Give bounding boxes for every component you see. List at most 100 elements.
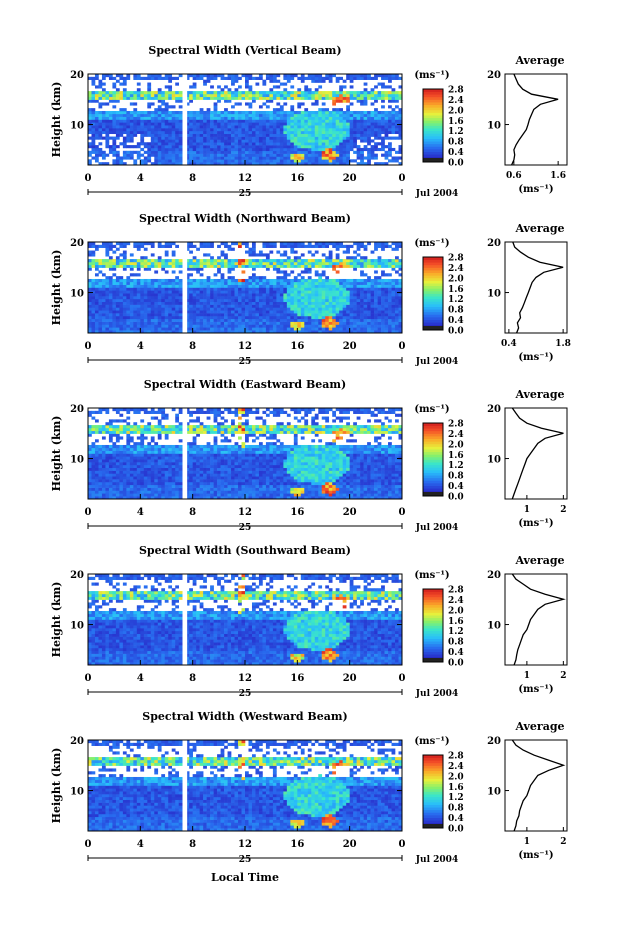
heatmap-cell xyxy=(130,131,134,134)
heatmap-cell xyxy=(311,97,315,100)
heatmap-cell xyxy=(371,114,375,117)
heatmap-cell xyxy=(105,154,109,157)
heatmap-cell xyxy=(123,482,127,485)
heatmap-cell xyxy=(161,259,165,262)
heatmap-cell xyxy=(374,290,378,293)
heatmap-cell xyxy=(154,322,158,325)
heatmap-cell xyxy=(137,299,141,302)
heatmap-cell xyxy=(105,245,109,248)
heatmap-cell xyxy=(273,285,277,288)
heatmap-cell xyxy=(119,120,123,123)
heatmap-cell xyxy=(133,151,137,154)
heatmap-cell xyxy=(102,299,106,302)
heatmap-cell xyxy=(273,80,277,83)
heatmap-cell xyxy=(196,148,200,151)
heatmap-cell xyxy=(280,108,284,111)
heatmap-cell xyxy=(133,145,137,148)
heatmap-cell xyxy=(126,439,130,442)
heatmap-cell xyxy=(88,120,92,123)
heatmap-cell xyxy=(95,327,99,330)
heatmap-cell xyxy=(116,120,120,123)
heatmap-cell xyxy=(158,137,162,140)
heatmap-cell xyxy=(392,94,396,97)
heatmap-cell xyxy=(325,285,329,288)
heatmap-cell xyxy=(207,145,211,148)
heatmap-cell xyxy=(88,476,92,479)
heatmap-cell xyxy=(154,270,158,273)
heatmap-cell xyxy=(91,316,95,319)
heatmap-cell xyxy=(109,279,113,282)
heatmap-cell xyxy=(102,448,106,451)
heatmap-cell xyxy=(252,251,256,254)
heatmap-cell xyxy=(116,439,120,442)
heatmap-cell xyxy=(339,305,343,308)
heatmap-cell xyxy=(322,288,326,291)
heatmap-cell xyxy=(133,316,137,319)
heatmap-cell xyxy=(252,290,256,293)
heatmap-cell xyxy=(385,151,389,154)
heatmap-cell xyxy=(374,91,378,94)
heatmap-cell xyxy=(346,322,350,325)
heatmap-cell xyxy=(133,313,137,316)
heatmap-cell xyxy=(259,131,263,134)
heatmap-cell xyxy=(315,310,319,313)
colorbar-swatch xyxy=(423,317,443,320)
heatmap-cell xyxy=(228,248,232,251)
heatmap-cell xyxy=(297,256,301,259)
heatmap-cell xyxy=(388,159,392,162)
heatmap-cell xyxy=(269,77,273,80)
heatmap-cell xyxy=(168,91,172,94)
heatmap-cell xyxy=(154,139,158,142)
heatmap-cell xyxy=(311,259,315,262)
heatmap-cell xyxy=(189,307,193,310)
heatmap-cell xyxy=(133,490,137,493)
heatmap-cell xyxy=(381,77,385,80)
heatmap-cell xyxy=(367,310,371,313)
heatmap-cell xyxy=(207,296,211,299)
heatmap-cell xyxy=(262,253,266,256)
heatmap-cell xyxy=(193,322,197,325)
heatmap-cell xyxy=(367,114,371,117)
heatmap-cell xyxy=(144,142,148,145)
heatmap-cell xyxy=(95,273,99,276)
heatmap-cell xyxy=(91,282,95,285)
heatmap-cell xyxy=(266,117,270,120)
heatmap-cell xyxy=(262,265,266,268)
heatmap-cell xyxy=(151,322,155,325)
heatmap-cell xyxy=(238,265,242,268)
heatmap-cell xyxy=(262,102,266,105)
heatmap-cell xyxy=(140,310,144,313)
heatmap-cell xyxy=(119,288,123,291)
heatmap-cell xyxy=(357,290,361,293)
heatmap-cell xyxy=(95,128,99,131)
heatmap-cell xyxy=(290,117,294,120)
heatmap-cell xyxy=(357,125,361,128)
heatmap-cell xyxy=(137,117,141,120)
heatmap-cell xyxy=(196,293,200,296)
heatmap-cell xyxy=(378,122,382,125)
heatmap-cell xyxy=(248,159,252,162)
heatmap-cell xyxy=(346,305,350,308)
heatmap-cell xyxy=(214,148,218,151)
colorbar-tick-label: 2.0 xyxy=(448,106,464,116)
heatmap-cell xyxy=(105,456,109,459)
heatmap-cell xyxy=(357,120,361,123)
heatmap-cell xyxy=(308,319,312,322)
heatmap-cell xyxy=(336,327,340,330)
heatmap-cell xyxy=(287,313,291,316)
heatmap-cell xyxy=(91,417,95,420)
heatmap-cell xyxy=(130,290,134,293)
heatmap-cell xyxy=(308,265,312,268)
heatmap-cell xyxy=(287,293,291,296)
heatmap-cell xyxy=(318,279,322,282)
heatmap-cell xyxy=(200,313,204,316)
heatmap-cell xyxy=(248,85,252,88)
heatmap-cell xyxy=(224,245,228,248)
heatmap-cell xyxy=(88,128,92,131)
heatmap-cell xyxy=(151,262,155,265)
heatmap-cell xyxy=(123,128,127,131)
heatmap-cell xyxy=(350,94,354,97)
heatmap-cell xyxy=(123,253,127,256)
heatmap-cell xyxy=(130,445,134,448)
heatmap-cell xyxy=(95,488,99,491)
